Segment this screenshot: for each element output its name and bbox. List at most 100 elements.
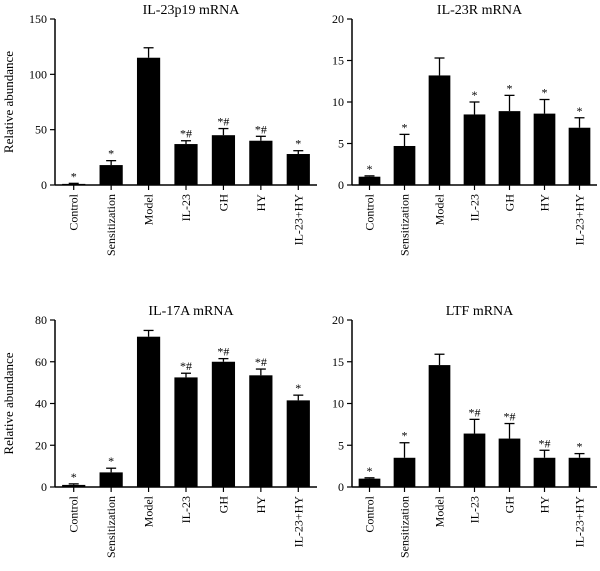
bar bbox=[533, 113, 556, 185]
y-tick-label: 0 bbox=[41, 178, 47, 192]
significance-mark: *# bbox=[539, 436, 551, 450]
category-label: IL-23 bbox=[179, 496, 193, 523]
y-tick-label: 60 bbox=[35, 355, 47, 369]
category-label: Sensitization bbox=[104, 496, 118, 558]
bar bbox=[249, 375, 273, 487]
y-tick-label: 10 bbox=[332, 95, 344, 109]
significance-mark: * bbox=[71, 169, 77, 183]
category-label: HY bbox=[254, 496, 268, 514]
bar bbox=[498, 438, 521, 487]
y-tick-label: 40 bbox=[35, 397, 47, 411]
y-axis-label: Relative abundance bbox=[1, 51, 16, 153]
bar bbox=[99, 472, 123, 487]
category-label: IL-23+HY bbox=[573, 194, 587, 246]
category-label: Sensitization bbox=[104, 194, 118, 256]
y-tick-label: 5 bbox=[338, 137, 344, 151]
bar bbox=[174, 144, 198, 185]
y-tick-label: 0 bbox=[41, 480, 47, 494]
category-label: IL-23+HY bbox=[573, 496, 587, 548]
bar bbox=[568, 127, 591, 185]
y-tick-label: 5 bbox=[338, 438, 344, 452]
y-tick-label: 0 bbox=[338, 178, 344, 192]
significance-mark: *# bbox=[217, 115, 229, 129]
y-tick-label: 0 bbox=[338, 480, 344, 494]
significance-mark: * bbox=[367, 162, 373, 176]
y-tick-label: 20 bbox=[332, 313, 344, 327]
significance-mark: *# bbox=[255, 355, 267, 369]
y-tick-label: 50 bbox=[35, 123, 47, 137]
y-tick-label: 10 bbox=[332, 397, 344, 411]
category-label: IL-23 bbox=[179, 194, 193, 221]
bar bbox=[62, 183, 86, 185]
significance-mark: * bbox=[577, 104, 583, 118]
bar bbox=[498, 111, 521, 185]
category-label: Control bbox=[363, 193, 377, 230]
bar bbox=[136, 57, 161, 185]
bar bbox=[568, 457, 591, 487]
bar bbox=[136, 336, 161, 487]
category-label: Sensitization bbox=[398, 496, 412, 558]
bar bbox=[174, 377, 198, 487]
category-label: Control bbox=[363, 495, 377, 532]
y-tick-label: 20 bbox=[332, 12, 344, 26]
y-tick-label: 100 bbox=[29, 67, 47, 81]
category-label: IL-23+HY bbox=[291, 194, 305, 246]
significance-mark: * bbox=[71, 470, 77, 484]
significance-mark: *# bbox=[217, 345, 229, 359]
category-label: HY bbox=[254, 194, 268, 212]
bar bbox=[428, 365, 451, 487]
y-tick-label: 80 bbox=[35, 313, 47, 327]
bar bbox=[533, 457, 556, 487]
category-label: GH bbox=[503, 194, 517, 212]
significance-mark: * bbox=[108, 454, 114, 468]
category-label: GH bbox=[216, 496, 230, 514]
significance-mark: *# bbox=[180, 127, 192, 141]
significance-mark: * bbox=[367, 464, 373, 478]
significance-mark: * bbox=[295, 381, 301, 395]
significance-mark: * bbox=[295, 137, 301, 151]
bar bbox=[99, 165, 123, 185]
chart-panel-2: IL-23R mRNA 0 5 10 15 20 * Control * Sensitizatio… bbox=[332, 3, 597, 256]
significance-mark: *# bbox=[180, 359, 192, 373]
significance-mark: * bbox=[542, 86, 548, 100]
category-label: GH bbox=[503, 496, 517, 514]
significance-mark: *# bbox=[504, 410, 516, 424]
bar bbox=[358, 176, 381, 185]
bar bbox=[358, 478, 381, 487]
category-label: Model bbox=[433, 193, 447, 225]
bar bbox=[62, 484, 86, 487]
bar bbox=[463, 114, 486, 185]
significance-mark: * bbox=[402, 429, 408, 443]
y-tick-label: 15 bbox=[332, 54, 344, 68]
category-label: IL-23 bbox=[468, 194, 482, 221]
y-tick-label: 15 bbox=[332, 355, 344, 369]
category-label: Model bbox=[433, 495, 447, 527]
significance-mark: * bbox=[472, 88, 478, 102]
bar bbox=[428, 75, 451, 185]
category-label: Control bbox=[67, 193, 81, 230]
significance-mark: * bbox=[108, 147, 114, 161]
y-axis-label: Relative abundance bbox=[1, 352, 16, 454]
chart-title: IL-17A mRNA bbox=[148, 304, 234, 319]
category-label: IL-23 bbox=[468, 496, 482, 523]
chart-panel-1: IL-23p19 mRNA Relative abundance 0 50 100 150… bbox=[1, 3, 317, 256]
y-tick-label: 150 bbox=[29, 12, 47, 26]
category-label: Model bbox=[142, 495, 156, 527]
bar bbox=[463, 433, 486, 487]
chart-title: LTF mRNA bbox=[446, 304, 514, 319]
bar bbox=[286, 400, 310, 487]
category-label: IL-23+HY bbox=[291, 496, 305, 548]
category-label: Sensitization bbox=[398, 194, 412, 256]
chart-panel-3: IL-17A mRNA Relative abundance 0 20 40 60 80 * C… bbox=[1, 304, 317, 558]
significance-mark: * bbox=[507, 81, 513, 95]
category-label: HY bbox=[538, 194, 552, 212]
category-label: Model bbox=[142, 193, 156, 225]
significance-mark: *# bbox=[469, 405, 481, 419]
bar bbox=[393, 145, 416, 185]
bar bbox=[286, 154, 310, 185]
significance-mark: *# bbox=[255, 122, 267, 136]
category-label: Control bbox=[67, 495, 81, 532]
chart-title: IL-23p19 mRNA bbox=[143, 3, 241, 18]
bar bbox=[211, 361, 236, 487]
